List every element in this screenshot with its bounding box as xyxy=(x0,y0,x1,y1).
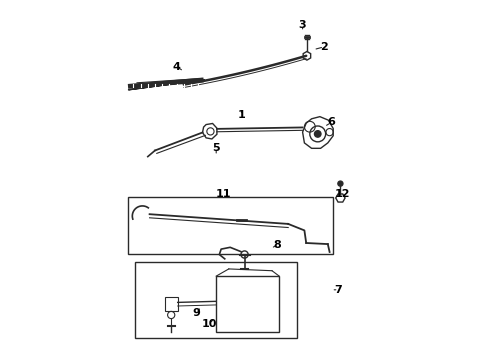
Bar xyxy=(135,262,297,338)
Circle shape xyxy=(315,131,321,137)
Text: 7: 7 xyxy=(335,285,343,295)
Text: 1: 1 xyxy=(238,110,245,120)
Text: 5: 5 xyxy=(212,143,220,153)
Text: 3: 3 xyxy=(299,20,306,30)
Text: 4: 4 xyxy=(172,62,180,72)
Text: 9: 9 xyxy=(193,308,200,318)
Text: 11: 11 xyxy=(216,189,231,199)
Circle shape xyxy=(338,181,343,186)
Text: 6: 6 xyxy=(327,117,335,127)
Text: 10: 10 xyxy=(202,319,218,329)
Text: 2: 2 xyxy=(320,42,328,52)
Bar xyxy=(216,276,279,332)
Text: 12: 12 xyxy=(335,189,350,199)
Bar xyxy=(165,297,178,311)
Bar xyxy=(128,197,333,254)
Text: 8: 8 xyxy=(273,240,281,250)
